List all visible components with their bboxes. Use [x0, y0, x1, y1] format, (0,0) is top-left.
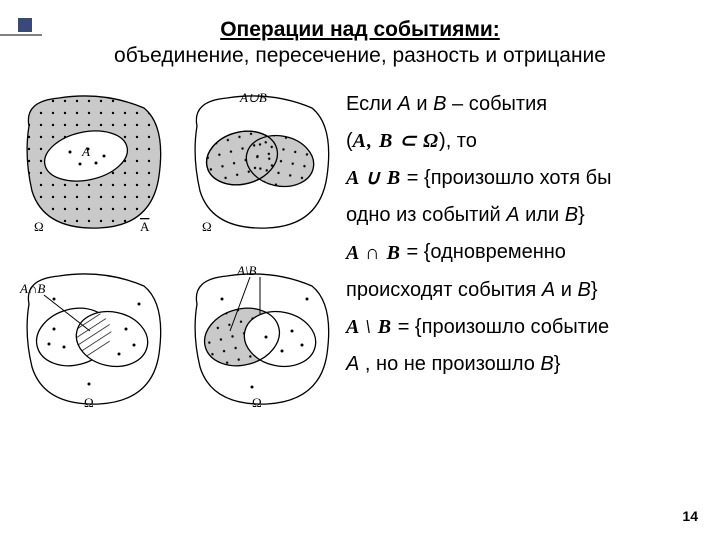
sym-intersection: A ∩ B	[346, 235, 401, 272]
venn-diagram-grid: A Ω A Ω	[0, 86, 340, 414]
txt: одно из событий	[346, 204, 506, 226]
sym-subset: A, B ⊂ Ω	[353, 123, 439, 160]
svg-text:A∪B: A∪B	[239, 90, 267, 105]
txt: (	[346, 130, 353, 152]
txt: = {произошло событие	[392, 316, 609, 338]
txt: = {произошло хотя бы	[401, 167, 611, 189]
venn-intersection: A∩B Ω	[14, 259, 169, 414]
sym-union: A ∪ B	[346, 160, 401, 197]
var-b: В	[433, 93, 446, 115]
header: Операции над событиями: объединение, пер…	[0, 0, 720, 68]
svg-text:Ω: Ω	[84, 395, 94, 410]
svg-text:A∩B: A∩B	[19, 281, 45, 296]
txt: происходят события	[346, 279, 542, 301]
var-a: А	[542, 279, 555, 301]
var-b: В	[540, 353, 553, 375]
accent-line	[0, 34, 42, 36]
svg-text:A: A	[81, 144, 90, 159]
txt: и	[555, 279, 577, 301]
svg-text:A\B: A\B	[236, 263, 257, 278]
txt: или	[520, 204, 565, 226]
txt: = {одновременно	[401, 241, 566, 263]
txt: ), то	[439, 130, 477, 152]
content-area: A Ω A Ω	[0, 86, 720, 414]
txt: }	[591, 279, 598, 301]
var-b: В	[577, 279, 590, 301]
page-title: Операции над событиями:	[0, 18, 720, 42]
accent-block	[18, 18, 32, 32]
var-a: А	[398, 93, 411, 115]
txt: и	[411, 93, 433, 115]
txt: – события	[447, 93, 548, 115]
venn-a-complement: A Ω A	[14, 86, 169, 241]
page-number: 14	[682, 508, 698, 524]
definitions-text: Если А и В – события (A, B ⊂ Ω), то A ∪ …	[340, 86, 720, 414]
svg-text:Ω: Ω	[202, 219, 212, 234]
sym-difference: A \ B	[346, 309, 392, 346]
venn-difference: A\B Ω	[182, 259, 337, 414]
var-a: А	[506, 204, 519, 226]
page-subtitle: объединение, пересечение, разность и отр…	[0, 44, 720, 68]
var-a: А	[346, 353, 365, 375]
txt: }	[554, 353, 561, 375]
venn-union: Ω A∪B	[182, 86, 337, 241]
svg-text:A: A	[140, 219, 150, 234]
txt: , но не произошло	[365, 353, 541, 375]
txt: }	[578, 204, 585, 226]
txt: Если	[346, 93, 398, 115]
svg-text:Ω: Ω	[34, 219, 44, 234]
svg-text:Ω: Ω	[252, 395, 262, 410]
var-b: В	[565, 204, 578, 226]
